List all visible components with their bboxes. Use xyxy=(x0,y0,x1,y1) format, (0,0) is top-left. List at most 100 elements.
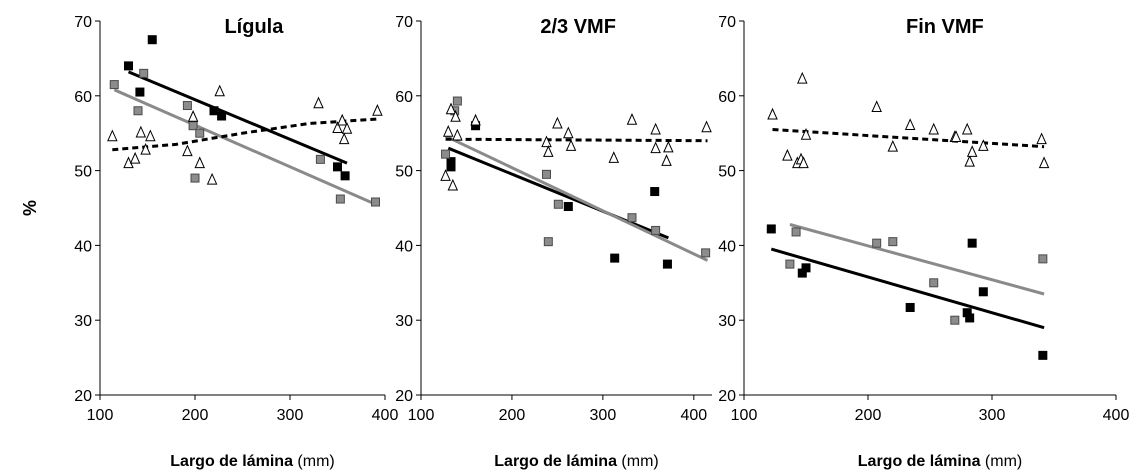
data-point-triangle xyxy=(904,118,916,130)
data-point-triangle xyxy=(338,132,350,145)
chart-panel-fin-vmf: 20 30 40 50 60 70 100 200 300 400 Fin VMF Largo de … xyxy=(718,14,1129,470)
data-point-triangle xyxy=(182,144,193,157)
x-tick-label: 400 xyxy=(680,407,707,424)
trend-line-open-triangle xyxy=(112,117,378,152)
data-point-gray-square xyxy=(182,101,192,111)
data-point-black-square xyxy=(978,287,988,297)
data-point-triangle xyxy=(871,100,882,113)
data-point-black-square xyxy=(1038,350,1048,360)
x-tick-label: 400 xyxy=(1103,407,1130,424)
data-point-gray-square xyxy=(190,173,200,183)
trend-line-gray-square xyxy=(444,134,709,262)
data-point-triangle xyxy=(543,145,554,157)
data-point-triangle xyxy=(145,129,156,142)
trend-line-open-triangle xyxy=(772,128,1045,149)
y-tick-label: 50 xyxy=(74,164,92,181)
trend-line-black-square xyxy=(447,146,669,240)
trend-line-gray-square xyxy=(113,88,377,206)
data-point-gray-square xyxy=(888,237,898,247)
data-point-triangle xyxy=(541,135,552,148)
data-point-gray-square xyxy=(929,278,939,288)
y-tick-label: 70 xyxy=(718,14,736,31)
data-point-black-square xyxy=(217,111,227,121)
data-point-gray-square xyxy=(872,238,882,248)
data-point-triangle xyxy=(372,104,383,116)
data-point-triangle xyxy=(313,96,324,109)
chart-title: 2/3 VMF xyxy=(540,16,616,38)
data-point-triangle xyxy=(966,145,978,157)
data-point-black-square xyxy=(135,87,145,97)
data-point-triangle xyxy=(135,125,147,138)
data-point-gray-square xyxy=(651,225,661,235)
data-point-black-square xyxy=(801,263,811,273)
y-tick-label: 60 xyxy=(718,89,736,106)
data-point-triangle xyxy=(608,151,620,163)
data-point-gray-square xyxy=(335,194,345,204)
x-tick-label: 300 xyxy=(277,407,304,424)
data-point-triangle xyxy=(650,122,661,135)
x-axis-label: Largo de lámina (mm) xyxy=(170,453,334,470)
data-point-black-square xyxy=(209,106,219,116)
data-point-triangle xyxy=(440,169,451,181)
data-point-triangle xyxy=(194,156,206,169)
data-point-triangle xyxy=(332,121,343,133)
y-tick-label: 30 xyxy=(74,313,92,330)
y-tick-label: 20 xyxy=(718,388,736,405)
data-point-gray-square xyxy=(791,227,801,237)
data-point-gray-square xyxy=(195,128,205,138)
chart-title: Fin VMF xyxy=(906,16,984,38)
data-point-triangle xyxy=(1036,132,1047,145)
data-point-black-square xyxy=(563,202,573,212)
data-point-gray-square xyxy=(315,154,325,164)
x-tick-label: 200 xyxy=(182,407,209,424)
x-tick-label: 100 xyxy=(87,407,114,424)
data-point-triangle xyxy=(767,107,778,120)
data-point-gray-square xyxy=(627,213,637,223)
y-tick-label: 20 xyxy=(74,388,92,405)
data-point-triangle xyxy=(782,148,793,161)
x-tick-label: 300 xyxy=(590,407,617,424)
data-point-triangle xyxy=(470,113,481,126)
data-point-triangle xyxy=(626,113,638,125)
data-point-black-square xyxy=(650,187,660,197)
data-point-triangle xyxy=(565,139,577,151)
y-tick-label: 40 xyxy=(718,238,736,255)
x-axis-label: Largo de lámina (mm) xyxy=(494,453,658,470)
data-point-triangle xyxy=(663,140,674,153)
data-point-triangle xyxy=(450,110,461,122)
data-point-triangle xyxy=(445,102,457,115)
y-tick-label: 70 xyxy=(395,14,413,31)
data-point-gray-square xyxy=(139,68,149,78)
data-point-gray-square xyxy=(109,80,119,90)
x-tick-label: 200 xyxy=(499,407,526,424)
data-point-triangle xyxy=(887,139,899,152)
data-point-gray-square xyxy=(441,149,451,159)
data-point-gray-square xyxy=(188,121,198,131)
data-point-triangle xyxy=(187,110,199,122)
data-point-gray-square xyxy=(371,197,380,207)
data-point-triangle xyxy=(701,120,712,133)
y-tick-label: 50 xyxy=(395,164,413,181)
data-point-triangle xyxy=(928,122,939,135)
data-point-triangle xyxy=(129,151,141,164)
data-point-triangle xyxy=(964,154,975,167)
data-point-gray-square xyxy=(1038,254,1048,264)
data-point-gray-square xyxy=(543,237,553,247)
data-point-gray-square xyxy=(553,199,563,209)
data-point-gray-square xyxy=(541,169,551,179)
data-point-gray-square xyxy=(452,96,462,106)
y-tick-label: 40 xyxy=(395,238,413,255)
data-point-black-square xyxy=(766,224,776,234)
data-point-triangle xyxy=(443,124,454,137)
data-point-triangle xyxy=(563,126,574,139)
data-point-triangle xyxy=(214,84,225,97)
data-point-triangle xyxy=(140,142,151,155)
chart-title: Lígula xyxy=(224,16,284,38)
data-point-black-square xyxy=(965,313,975,323)
data-point-triangle xyxy=(1038,156,1050,169)
trend-line-open-triangle xyxy=(445,137,708,143)
trend-line-black-square xyxy=(770,247,1045,330)
data-point-triangle xyxy=(336,113,348,126)
x-tick-label: 300 xyxy=(979,407,1006,424)
